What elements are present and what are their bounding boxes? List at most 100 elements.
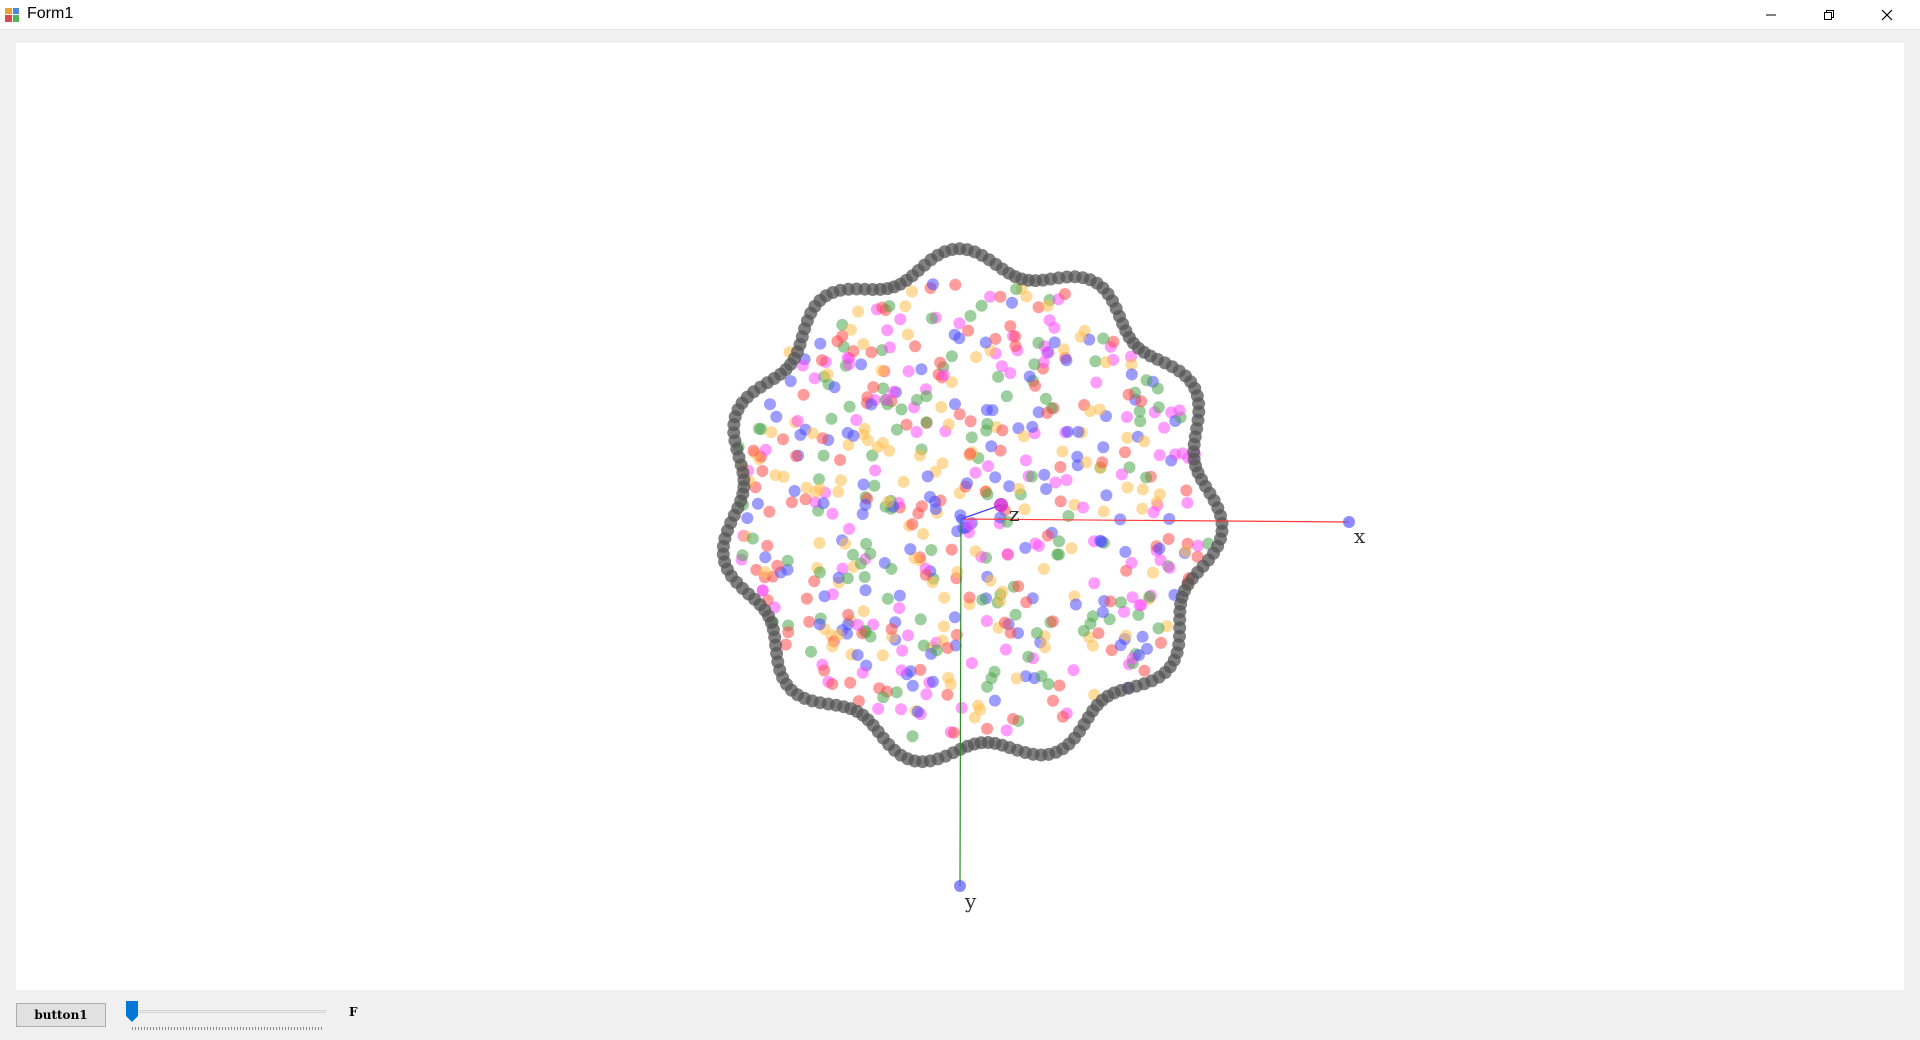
particle bbox=[992, 370, 1005, 383]
button1[interactable]: button1 bbox=[16, 1003, 106, 1027]
particle bbox=[832, 571, 845, 584]
restore-button[interactable] bbox=[1800, 0, 1858, 29]
particle bbox=[904, 543, 917, 556]
particle bbox=[925, 544, 938, 556]
minimize-button[interactable] bbox=[1742, 0, 1800, 29]
particle bbox=[826, 678, 839, 690]
particle bbox=[825, 412, 838, 425]
particle bbox=[947, 726, 960, 739]
particle bbox=[1136, 483, 1149, 496]
particle bbox=[781, 554, 794, 567]
particle bbox=[941, 642, 954, 654]
particle bbox=[1017, 430, 1030, 443]
particle bbox=[1054, 461, 1067, 473]
particle bbox=[1009, 330, 1022, 343]
particle bbox=[1037, 562, 1050, 575]
particle bbox=[890, 423, 903, 436]
particle bbox=[902, 629, 914, 642]
particle bbox=[945, 350, 958, 363]
particle bbox=[951, 525, 964, 538]
particle bbox=[805, 645, 817, 658]
particle bbox=[942, 671, 955, 684]
particle bbox=[1088, 577, 1101, 590]
particle bbox=[1040, 483, 1053, 495]
window-title: Form1 bbox=[27, 5, 74, 22]
particle bbox=[842, 618, 855, 631]
particle bbox=[770, 410, 783, 423]
trackbar-thumb[interactable] bbox=[126, 1001, 138, 1022]
particle bbox=[763, 505, 776, 518]
render-canvas[interactable]: x y z bbox=[16, 43, 1904, 990]
particle bbox=[953, 317, 966, 330]
particle bbox=[1169, 448, 1182, 461]
particle bbox=[851, 649, 864, 661]
particle bbox=[1120, 411, 1133, 423]
particle bbox=[1138, 664, 1151, 677]
particle bbox=[976, 593, 989, 606]
particle bbox=[764, 398, 776, 411]
particle bbox=[975, 299, 988, 312]
particle bbox=[790, 450, 803, 462]
particle bbox=[771, 559, 784, 572]
axes: x y z bbox=[954, 498, 1366, 913]
particle bbox=[1042, 678, 1055, 691]
x-axis-label: x bbox=[1354, 524, 1366, 548]
particle bbox=[985, 672, 998, 685]
particle bbox=[914, 613, 927, 626]
particle bbox=[999, 643, 1012, 656]
particle bbox=[911, 393, 923, 406]
particle bbox=[1000, 390, 1013, 403]
particle bbox=[843, 358, 855, 371]
particle bbox=[1096, 456, 1109, 469]
particle bbox=[965, 431, 978, 444]
particle bbox=[920, 390, 933, 403]
particle bbox=[1023, 370, 1036, 383]
particle bbox=[1004, 320, 1017, 333]
particle bbox=[913, 449, 926, 462]
particle bbox=[968, 711, 981, 724]
particle bbox=[935, 401, 948, 414]
particle bbox=[1181, 496, 1194, 509]
f-trackbar[interactable] bbox=[126, 1001, 330, 1033]
particle bbox=[1074, 330, 1087, 343]
close-button[interactable] bbox=[1858, 0, 1916, 29]
particle bbox=[865, 398, 878, 411]
particle bbox=[1048, 336, 1061, 349]
particle bbox=[982, 460, 995, 473]
particle bbox=[895, 664, 908, 677]
particle bbox=[1065, 542, 1078, 555]
particle bbox=[1056, 710, 1069, 723]
z-axis-line bbox=[960, 504, 1002, 520]
particle bbox=[875, 364, 888, 377]
particle bbox=[1119, 446, 1131, 459]
close-icon bbox=[1881, 9, 1893, 20]
particle bbox=[929, 495, 941, 508]
particle-scene: x y z bbox=[716, 242, 1366, 913]
particle bbox=[877, 691, 890, 704]
particle bbox=[784, 375, 797, 388]
particle bbox=[984, 574, 997, 587]
particle bbox=[1134, 415, 1147, 428]
particle bbox=[842, 438, 855, 451]
particle bbox=[1135, 395, 1148, 408]
particle bbox=[1067, 664, 1080, 677]
particle bbox=[895, 703, 907, 716]
particle bbox=[857, 605, 870, 618]
particle bbox=[920, 688, 933, 701]
particle bbox=[1115, 468, 1128, 481]
particle bbox=[1125, 358, 1138, 371]
particle bbox=[1090, 376, 1103, 389]
ring-layer bbox=[716, 242, 1229, 769]
particle bbox=[984, 290, 997, 303]
particle bbox=[1096, 606, 1109, 619]
particle bbox=[885, 623, 898, 635]
particle bbox=[883, 341, 896, 354]
particle bbox=[806, 427, 819, 440]
particle bbox=[906, 518, 919, 531]
particle bbox=[885, 562, 898, 575]
particle bbox=[961, 477, 973, 490]
particle bbox=[1153, 542, 1166, 555]
x-axis-endpoint bbox=[1343, 516, 1355, 528]
trackbar-ticks bbox=[132, 1027, 324, 1030]
particle bbox=[1163, 561, 1176, 574]
